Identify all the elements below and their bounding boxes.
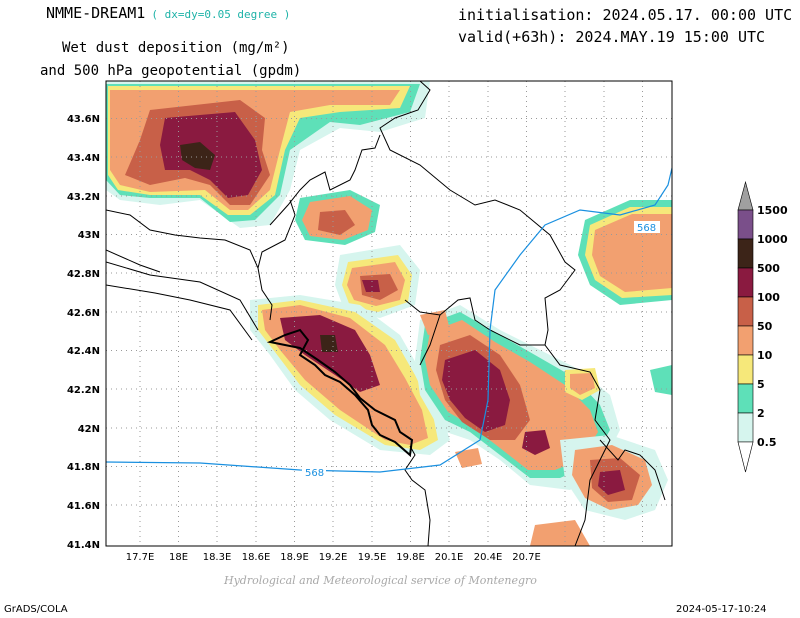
lat-label: 42.8N xyxy=(67,269,100,280)
lon-label: 18E xyxy=(169,552,188,563)
software-credit: GrADS/COLA xyxy=(4,604,68,615)
valid-time: valid(+63h): 2024.MAY.19 15:00 UTC xyxy=(458,28,766,46)
lon-label: 17.7E xyxy=(126,552,155,563)
dust-area-s xyxy=(530,520,590,546)
lat-label: 42N xyxy=(78,424,100,435)
lat-label: 42.4N xyxy=(67,346,100,357)
legend-label: 1000 xyxy=(757,233,788,246)
legend-label: 5 xyxy=(757,378,765,391)
dust-area-east5 xyxy=(442,350,510,432)
map-title-line1: Wet dust deposition (mg/m²) xyxy=(62,40,290,56)
legend-swatch-100 xyxy=(737,296,754,327)
legend-label: 100 xyxy=(757,291,780,304)
dust-area-mid-a3 xyxy=(318,210,355,235)
legend-swatch-2 xyxy=(737,412,754,443)
legend-swatch-50 xyxy=(737,325,754,356)
legend-label: 2 xyxy=(757,407,765,420)
legend-label: 1500 xyxy=(757,204,788,217)
lon-label: 18.9E xyxy=(280,552,309,563)
dust-area-small-b xyxy=(650,365,672,395)
lon-label: 18.3E xyxy=(203,552,232,563)
legend-swatch-500 xyxy=(737,267,754,298)
lat-label: 41.6N xyxy=(67,501,100,512)
dust-area-small-c xyxy=(420,310,450,335)
deposition-field xyxy=(106,81,672,546)
lon-label: 19.8E xyxy=(396,552,425,563)
legend-top-arrow xyxy=(737,180,754,211)
lat-label: 41.4N xyxy=(67,540,100,551)
legend-swatch-1500 xyxy=(737,209,754,240)
contour-label-568-east: 568 xyxy=(637,223,656,234)
map-frame xyxy=(105,80,673,547)
latitude-axis: 43.6N 43.4N 43.2N 43N 42.8N 42.6N 42.4N … xyxy=(67,114,100,551)
initialisation-time: initialisation: 2024.05.17. 00:00 UTC xyxy=(458,6,793,24)
lat-label: 43.4N xyxy=(67,153,100,164)
map-title-line2: and 500 hPa geopotential (gpdm) xyxy=(40,63,302,79)
lon-label: 18.6E xyxy=(242,552,271,563)
geopotential-contour-568-south xyxy=(106,167,672,473)
resolution-note: ( dx=dy=0.05 degree ) xyxy=(151,8,291,21)
legend-label: 10 xyxy=(757,349,773,362)
lon-label: 20.4E xyxy=(474,552,503,563)
credit-line: Hydrological and Meteorological service … xyxy=(224,574,537,587)
lat-label: 42.2N xyxy=(67,385,100,396)
legend-swatch-5 xyxy=(737,383,754,414)
lat-label: 43N xyxy=(78,230,100,241)
legend-bottom-arrow xyxy=(737,441,754,473)
longitude-axis: 17.7E 18E 18.3E 18.6E 18.9E 19.2E 19.5E … xyxy=(126,552,541,563)
legend-label: 500 xyxy=(757,262,780,275)
montenegro-coast xyxy=(266,328,414,457)
lon-label: 19.2E xyxy=(319,552,348,563)
dust-area-mid-b5 xyxy=(362,280,380,292)
lat-label: 41.8N xyxy=(67,462,100,473)
lat-label: 43.6N xyxy=(67,114,100,125)
dust-area-coast5 xyxy=(320,335,338,352)
model-name: NMME-DREAM1 ( dx=dy=0.05 degree ) xyxy=(46,4,290,22)
legend-swatch-10 xyxy=(737,354,754,385)
lon-label: 19.5E xyxy=(358,552,387,563)
lat-label: 43.2N xyxy=(67,192,100,203)
dust-area-se4 xyxy=(598,470,625,495)
lon-label: 20.7E xyxy=(512,552,541,563)
dust-area-coast4 xyxy=(280,315,380,392)
country-borders xyxy=(106,81,666,546)
legend-label: 50 xyxy=(757,320,773,333)
model-name-text: NMME-DREAM1 xyxy=(46,4,146,22)
generated-timestamp: 2024-05-17-10:24 xyxy=(676,604,767,615)
dust-area-nw-lvl7 xyxy=(180,142,215,170)
contour-label-568-south: 568 xyxy=(305,468,324,479)
dust-area-east6 xyxy=(522,430,550,455)
legend-swatch-1000 xyxy=(737,238,754,269)
legend-colorbar xyxy=(737,180,754,473)
lat-label: 42.6N xyxy=(67,308,100,319)
lon-label: 20.1E xyxy=(435,552,464,563)
legend-labels: 0.5 2 5 10 50 100 500 1000 1500 xyxy=(757,204,788,449)
legend-label: 0.5 xyxy=(757,436,777,449)
dust-area-small-a xyxy=(455,448,482,468)
